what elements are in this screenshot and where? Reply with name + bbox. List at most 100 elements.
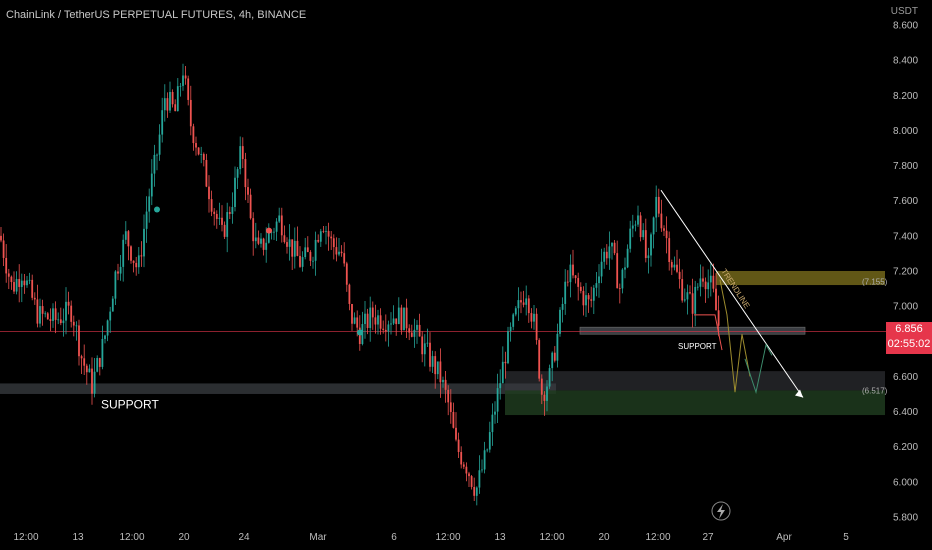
candle-body xyxy=(67,301,70,306)
candle-body xyxy=(62,320,65,324)
candle-body xyxy=(681,279,684,301)
candle-body xyxy=(538,340,541,379)
y-tick-label: 6.200 xyxy=(893,442,918,453)
candle-body xyxy=(559,309,561,334)
candle-body xyxy=(169,92,171,111)
candle-body xyxy=(23,280,26,286)
candle-body xyxy=(286,242,288,247)
candle-body xyxy=(161,110,164,135)
candle-body xyxy=(608,246,611,259)
candle-body xyxy=(462,464,465,467)
y-tick-label: 7.400 xyxy=(893,231,918,242)
candle-body xyxy=(522,302,525,305)
y-tick-label: 7.000 xyxy=(893,302,918,313)
candle-body xyxy=(75,325,78,327)
candle-body xyxy=(514,308,517,315)
signal-dot-buy xyxy=(357,329,363,336)
candle-body xyxy=(234,177,236,207)
candle-body xyxy=(109,311,112,321)
candle-body xyxy=(574,275,577,279)
candle-body xyxy=(572,264,574,276)
candle-body xyxy=(468,473,470,477)
lightning-icon xyxy=(711,501,731,521)
y-tick-label: 8.400 xyxy=(893,56,918,67)
candle-body xyxy=(494,411,496,415)
candle-body xyxy=(296,240,299,256)
candle-body xyxy=(200,154,203,155)
candle-body xyxy=(473,486,476,496)
candle-body xyxy=(553,352,556,361)
candle-body xyxy=(39,306,41,324)
candle-body xyxy=(244,159,247,188)
candle-body xyxy=(621,269,624,289)
candle-body xyxy=(384,329,387,332)
candle-body xyxy=(452,411,455,428)
candle-body xyxy=(517,300,520,309)
candle-body xyxy=(332,238,335,248)
candle-body xyxy=(582,290,585,306)
candle-body xyxy=(88,368,91,373)
candle-body xyxy=(504,361,507,364)
candle-body xyxy=(530,313,533,322)
candle-body xyxy=(429,342,431,367)
y-tick-label: 5.800 xyxy=(893,512,918,523)
candle-body xyxy=(436,361,439,375)
candle-body xyxy=(561,303,564,310)
candle-body xyxy=(335,247,338,255)
candle-body xyxy=(410,332,413,337)
candle-body xyxy=(304,247,307,258)
x-tick-label: 5 xyxy=(843,532,849,543)
x-tick-label: 27 xyxy=(702,532,714,543)
candle-body xyxy=(228,212,231,214)
candle-body xyxy=(512,314,515,327)
candle-body xyxy=(439,361,442,383)
candle-body xyxy=(390,323,392,325)
candle-body xyxy=(704,281,707,290)
x-tick-label: 13 xyxy=(72,532,84,543)
candle-body xyxy=(460,452,463,465)
candle-body xyxy=(629,228,632,249)
candle-body xyxy=(218,217,221,219)
candle-body xyxy=(124,231,127,240)
candle-body xyxy=(587,295,590,300)
candle-body xyxy=(551,352,554,369)
candle-body xyxy=(457,439,460,453)
candle-body xyxy=(135,262,138,268)
candle-body xyxy=(301,257,304,267)
candle-body xyxy=(527,298,530,314)
candle-body xyxy=(702,278,704,282)
candle-body xyxy=(465,466,468,474)
candle-body xyxy=(717,310,720,326)
candle-body xyxy=(501,361,504,384)
candle-body xyxy=(252,218,255,242)
candle-body xyxy=(132,260,135,263)
candle-body xyxy=(491,414,494,433)
candle-body xyxy=(59,319,62,324)
y-tick-label: 6.000 xyxy=(893,477,918,488)
candle-body xyxy=(715,288,717,311)
candle-body xyxy=(78,325,80,357)
candle-body xyxy=(5,257,8,274)
candle-body xyxy=(689,292,691,294)
candle-body xyxy=(15,278,18,292)
y-tick-label: 8.200 xyxy=(893,91,918,102)
x-tick-label: 12:00 xyxy=(539,532,564,543)
candle-body xyxy=(182,75,184,86)
last-price-value: 6.856 xyxy=(895,323,923,335)
candle-body xyxy=(28,279,31,281)
candle-body xyxy=(119,266,122,274)
candle-body xyxy=(356,317,359,328)
candle-body xyxy=(117,271,119,274)
candle-body xyxy=(260,238,262,244)
candle-body xyxy=(543,394,546,401)
candle-body xyxy=(114,271,117,299)
candle-body xyxy=(241,146,244,160)
candle-body xyxy=(2,240,5,258)
candle-body xyxy=(579,286,582,291)
candle-body xyxy=(509,326,512,332)
zone-upper-value: (7.155) xyxy=(862,278,888,287)
candle-body xyxy=(657,196,660,214)
y-tick-label: 6.400 xyxy=(893,407,918,418)
